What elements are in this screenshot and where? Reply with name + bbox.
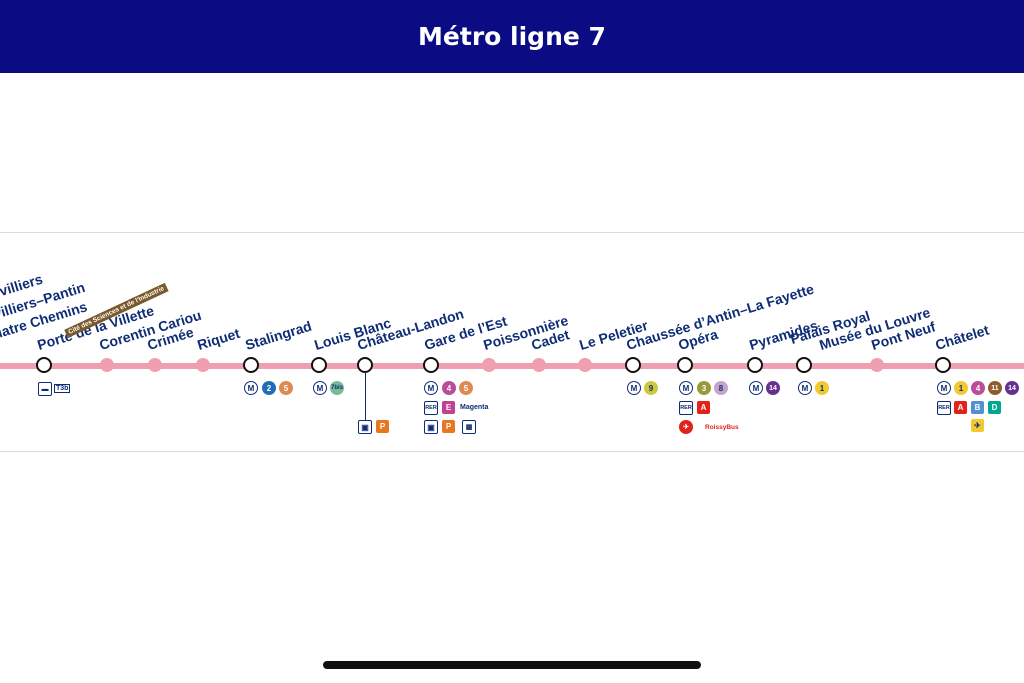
metro-line-3-badge: 3: [697, 381, 711, 395]
stop-cadet[interactable]: [532, 358, 546, 372]
stop-poissonniere[interactable]: [482, 358, 496, 372]
stop-riquet[interactable]: [196, 358, 210, 372]
stop-gare-de-l-est[interactable]: [423, 357, 439, 373]
tram-badge: T3b: [54, 384, 71, 393]
stop-chateau-landon[interactable]: [357, 357, 373, 373]
metro-icon: M: [798, 381, 812, 395]
metro-icon: M: [313, 381, 327, 395]
metro-line-5-badge: 5: [279, 381, 293, 395]
stop-pont-neuf[interactable]: [870, 358, 884, 372]
metro-line-9-badge: 9: [644, 381, 658, 395]
rer-d-badge: D: [988, 401, 1001, 414]
bus-station-icon: ▦: [462, 420, 476, 434]
stop-le-peletier[interactable]: [578, 358, 592, 372]
stop-chaussee-dantin[interactable]: [625, 357, 641, 373]
metro-line-4-badge: 4: [442, 381, 456, 395]
metro-line-7bis-badge: 7bis: [330, 381, 344, 395]
airport-bus-icon: ✈: [679, 420, 693, 434]
rer-icon: RER: [679, 401, 693, 415]
metro-line-4-badge: 4: [971, 381, 985, 395]
metro-icon: M: [937, 381, 951, 395]
metro-line-14-badge: 14: [1005, 381, 1019, 395]
stop-porte-de-la-villette[interactable]: [36, 357, 52, 373]
stop-palais-royal[interactable]: [796, 357, 812, 373]
station-name: Châtelet: [933, 321, 991, 353]
stop-stalingrad[interactable]: [243, 357, 259, 373]
metro-line-1-badge: 1: [815, 381, 829, 395]
rer-icon: RER: [424, 401, 438, 415]
connector-line: [365, 372, 366, 420]
magenta-label: Magenta: [460, 404, 489, 411]
stop-corentin-cariou[interactable]: [100, 358, 114, 372]
stop-opera[interactable]: [677, 357, 693, 373]
rer-b-badge: B: [971, 401, 984, 414]
page-title: Métro ligne 7: [418, 22, 606, 51]
train-icon: ▣: [424, 420, 438, 434]
stop-louis-blanc[interactable]: [311, 357, 327, 373]
rer-icon: RER: [937, 401, 951, 415]
metro-icon: M: [244, 381, 258, 395]
train-icon: ▣: [358, 420, 372, 434]
parking-icon: P: [442, 420, 455, 433]
bus-icon: ▬: [38, 382, 52, 396]
metro-icon: M: [627, 381, 641, 395]
header-bar: Métro ligne 7: [0, 0, 1024, 73]
station-name: Riquet: [195, 324, 242, 353]
home-indicator[interactable]: [323, 661, 701, 669]
metro-line-14-badge: 14: [766, 381, 780, 395]
line-7-track: [0, 363, 1024, 369]
rer-a-badge: A: [697, 401, 710, 414]
stop-pyramides[interactable]: [747, 357, 763, 373]
station-name: Stalingrad: [243, 317, 314, 353]
metro-line-11-badge: 11: [988, 381, 1002, 395]
parking-icon: P: [376, 420, 389, 433]
rer-e-badge: E: [442, 401, 455, 414]
metro-line-2-badge: 2: [262, 381, 276, 395]
stop-crimee[interactable]: [148, 358, 162, 372]
metro-icon: M: [679, 381, 693, 395]
stop-chatelet[interactable]: [935, 357, 951, 373]
metro-line-1-badge: 1: [954, 381, 968, 395]
roissybus-label: RoissyBus: [705, 424, 739, 431]
metro-icon: M: [749, 381, 763, 395]
metro-line-8-badge: 8: [714, 381, 728, 395]
metro-line-5-badge: 5: [459, 381, 473, 395]
line-map[interactable]: villiers villiers–Pantin uatre Chemins P…: [0, 232, 1024, 452]
metro-icon: M: [424, 381, 438, 395]
rer-a-badge: A: [954, 401, 967, 414]
airport-icon: ✈: [971, 419, 984, 432]
